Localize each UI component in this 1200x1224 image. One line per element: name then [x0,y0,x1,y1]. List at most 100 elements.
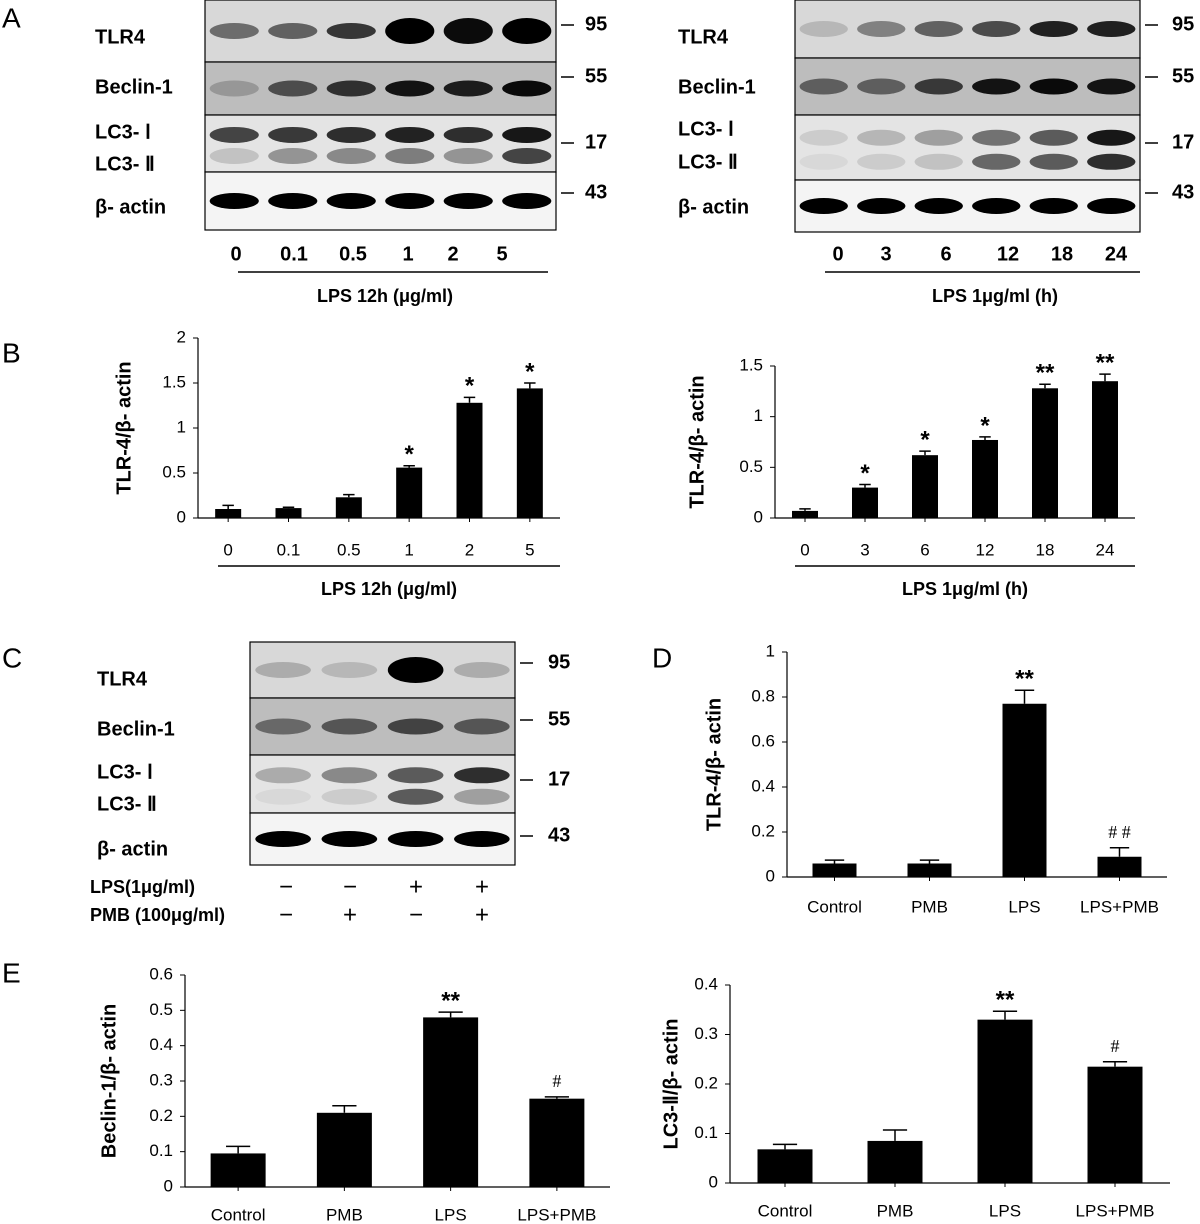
bar [275,508,302,518]
row-label: Beclin-1 [97,718,175,740]
y-tick-label: 0.4 [694,974,718,993]
panel-label: E [2,957,21,988]
y-axis-label: TLR-4/β- actin [113,361,135,494]
error-bar [824,859,845,864]
marker-label: 17 [585,131,607,153]
lane-label: 1 [402,243,413,265]
y-tick-label: 0.6 [751,731,775,750]
y-tick-label: 0.5 [739,457,763,476]
row-label: Beclin-1 [678,76,756,98]
x-tick-label: 2 [465,540,474,559]
y-axis-label: TLR-4/β- actin [703,698,725,831]
y-tick-label: 1.5 [739,355,763,374]
lane-label: 24 [1105,243,1128,265]
blot-band [268,80,318,97]
marker-label: 55 [548,708,570,730]
x-label: LPS 1μg/ml (h) [932,286,1058,306]
x-tick-label: Control [807,897,862,916]
row-label: β- actin [678,196,749,218]
bar [1002,703,1047,877]
blot-band [321,718,378,735]
panel-label: C [2,642,22,673]
significance-mark: ** [1015,666,1034,693]
lane-label: 0 [832,243,843,265]
blot-band [268,193,318,209]
blot-band [385,80,435,97]
significance-mark: ** [1036,360,1055,387]
blot-band [1087,198,1136,214]
significance-mark: * [404,441,414,468]
blot-band [972,153,1021,170]
y-axis-label: LC3-Ⅱ/β- actin [660,1019,682,1150]
panel-label: A [2,2,21,33]
lane-label: 3 [880,243,891,265]
blot-band [209,148,259,165]
treatment-label: LPS(1μg/ml) [90,877,195,897]
bar [1092,381,1118,518]
blot-band [1087,153,1136,170]
blot-band [326,126,376,143]
row-label: TLR4 [97,668,148,690]
error-bar [524,382,536,389]
x-tick-label: 0.5 [337,540,361,559]
error-bar [1014,689,1035,704]
blot-band [387,767,444,784]
y-axis-label: TLR-4/β- actin [686,375,708,508]
x-tick-label: 6 [920,540,929,559]
y-tick-label: 0 [177,507,186,526]
blot-band [857,78,906,95]
bar [456,402,483,518]
y-tick-label: 0.1 [149,1141,173,1160]
blot-band [502,148,552,165]
blot-strip [794,57,1141,116]
x-tick-label: LPS+PMB [1076,1201,1155,1220]
y-tick-label: 0.5 [149,1000,173,1019]
blot-band [255,767,311,784]
y-tick-label: 2 [177,327,186,346]
x-tick-label: PMB [877,1201,914,1220]
lane-label: 0.1 [280,243,308,265]
blot-band [385,18,435,44]
x-tick-label: 0 [800,540,809,559]
blot-band [209,126,259,143]
blot-band [385,148,435,165]
blot-band [443,193,493,209]
marker-label: 17 [1172,131,1194,153]
blot-band [799,21,848,37]
row-label: TLR4 [95,26,146,48]
marker-label: 55 [1172,65,1194,87]
blot-band [443,18,493,44]
blot-band [454,662,510,678]
blot-band [857,21,906,37]
bar [907,863,952,877]
blot-band [914,198,963,214]
bar [529,1098,585,1187]
error-bar [919,450,931,456]
x-tick-label: LPS+PMB [1080,897,1159,916]
y-tick-label: 0.3 [149,1070,173,1089]
blot-band [454,718,510,735]
bar [812,863,857,877]
blot-band [857,129,906,146]
marker-label: 43 [1172,181,1194,203]
blot-band [857,153,906,170]
blot-band [268,23,318,39]
blot-band [387,718,444,735]
error-bar [463,396,476,403]
x-tick-label: LPS [989,1201,1021,1220]
blot-band [454,788,510,805]
y-tick-label: 0.3 [694,1024,718,1043]
bar [972,439,998,518]
marker-label: 55 [585,65,607,87]
blot-band [454,767,510,784]
significance-mark: ** [1096,349,1115,376]
panel-label: B [2,337,21,368]
y-tick-label: 0.4 [149,1035,173,1054]
blot-band [387,831,444,847]
blot-band [972,129,1021,146]
y-tick-label: 0.2 [694,1073,718,1092]
blot-band [972,78,1021,95]
significance-mark: * [860,460,870,487]
blot-band [1029,21,1078,37]
